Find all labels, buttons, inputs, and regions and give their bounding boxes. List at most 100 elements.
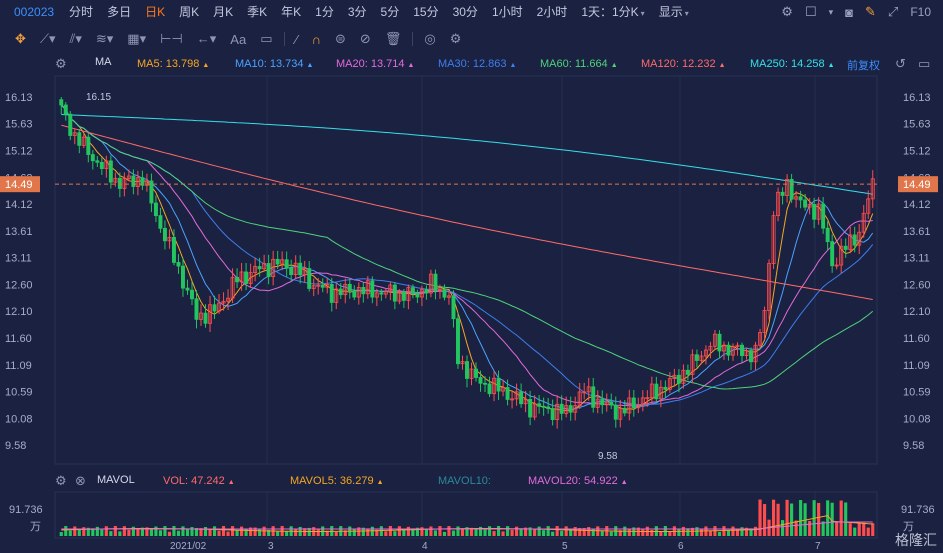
candle bbox=[465, 355, 469, 388]
timeframe-tab[interactable]: 5分 bbox=[380, 5, 400, 19]
candle-body bbox=[731, 346, 735, 356]
crosshair-icon[interactable]: ✥ bbox=[15, 31, 26, 46]
pencil-icon[interactable]: ✎ bbox=[865, 4, 876, 19]
visibility-icon[interactable]: ◎ bbox=[424, 31, 436, 46]
timeframe-tab[interactable]: 周K bbox=[179, 5, 200, 19]
candle bbox=[740, 342, 744, 363]
period-dropdown[interactable]: 1天：1分K ▾ bbox=[581, 5, 645, 19]
display-dropdown[interactable]: 显示 ▾ bbox=[658, 5, 689, 19]
hide-icon[interactable]: ⊘ bbox=[359, 31, 371, 46]
candle bbox=[95, 156, 100, 168]
volume-bar bbox=[735, 528, 740, 536]
candle-body bbox=[843, 245, 848, 250]
vol-legend-item[interactable]: MAVOL20: 54.922 ▲ bbox=[528, 475, 628, 487]
timeframe-tab[interactable]: 多日 bbox=[107, 5, 132, 19]
ma-group-name[interactable]: MA bbox=[95, 56, 112, 68]
candle bbox=[731, 343, 735, 361]
candle-body bbox=[555, 403, 560, 420]
volume-bar bbox=[285, 530, 289, 536]
candle-body bbox=[541, 405, 546, 408]
stock-code[interactable]: 002023 bbox=[14, 5, 55, 19]
volume-bar bbox=[438, 526, 442, 536]
lock-icon[interactable]: ⊜ bbox=[335, 31, 346, 46]
timeframe-tab[interactable]: 1小时 bbox=[491, 5, 523, 19]
magnet-icon[interactable]: ∩ bbox=[311, 31, 322, 47]
volume-bar bbox=[194, 527, 199, 536]
timeframe-tab[interactable]: 月K bbox=[213, 5, 234, 19]
candle-body bbox=[649, 383, 654, 399]
ma-legend-item[interactable]: MA20: 13.714 ▲ bbox=[336, 58, 414, 70]
timeframe-tab[interactable]: 15分 bbox=[413, 5, 439, 19]
vol-legend-item[interactable]: MAVOL10: bbox=[438, 475, 491, 487]
price-tick-right: 13.11 bbox=[903, 253, 930, 265]
text-tool-icon[interactable]: Aa bbox=[230, 31, 247, 47]
candle bbox=[221, 292, 226, 311]
fib-tool-icon[interactable]: ▦▾ bbox=[127, 31, 147, 46]
checkbox-icon[interactable]: ☐ bbox=[804, 4, 817, 19]
volume-bar bbox=[447, 526, 451, 536]
chevron-down-icon[interactable]: ▾ bbox=[828, 6, 834, 17]
camera-icon[interactable]: ◙ bbox=[845, 4, 853, 20]
gear-icon[interactable]: ⚙ bbox=[55, 473, 67, 488]
timeframe-tab[interactable]: 分时 bbox=[69, 5, 94, 19]
settings-icon[interactable]: ⚙ bbox=[449, 31, 462, 46]
timeframe-tab[interactable]: 3分 bbox=[347, 5, 367, 19]
candle-body bbox=[329, 283, 334, 303]
candle bbox=[681, 364, 686, 389]
vol-legend-item[interactable]: MAVOL5: 36.279 ▲ bbox=[290, 475, 384, 487]
volume-bar bbox=[68, 530, 72, 536]
timeframe-tab[interactable]: 30分 bbox=[452, 5, 478, 19]
candle bbox=[180, 257, 185, 297]
candle-body bbox=[735, 344, 740, 347]
timeframe-tab[interactable]: 季K bbox=[247, 5, 268, 19]
eraser-icon[interactable]: ⁄ bbox=[295, 31, 298, 47]
ma-legend-item[interactable]: MA30: 12.863 ▲ bbox=[438, 58, 516, 70]
timeframe-tab[interactable]: 2小时 bbox=[536, 5, 568, 19]
undo-icon[interactable]: ↺ bbox=[895, 56, 906, 71]
candle bbox=[397, 289, 402, 305]
ma-legend-item[interactable]: MA250: 14.258 ▲ bbox=[750, 58, 835, 70]
candle bbox=[86, 132, 91, 163]
candle-body bbox=[654, 383, 659, 400]
expand-icon[interactable]: ▭ bbox=[918, 56, 931, 71]
volume-bar bbox=[478, 526, 483, 536]
candle bbox=[627, 389, 632, 421]
line-tool-icon[interactable]: ⟋▾ bbox=[39, 31, 56, 46]
candle-body bbox=[577, 391, 582, 407]
ma-legend-item[interactable]: MA60: 11.664 ▲ bbox=[540, 58, 618, 70]
f10-button[interactable]: F10 bbox=[910, 5, 931, 19]
settings-icon[interactable]: ⚙ bbox=[781, 4, 793, 19]
candle bbox=[262, 254, 267, 272]
volume-bar bbox=[790, 503, 794, 536]
candle-body bbox=[460, 361, 465, 365]
measure-tool-icon[interactable]: ⊢⊣ bbox=[160, 31, 183, 46]
candle bbox=[591, 377, 596, 413]
candle-body bbox=[519, 391, 524, 405]
candle-body bbox=[90, 154, 95, 162]
wave-tool-icon[interactable]: ≋▾ bbox=[95, 31, 114, 46]
volume-bar bbox=[731, 526, 735, 536]
arrow-tool-icon[interactable]: ←▾ bbox=[196, 31, 217, 46]
candle bbox=[843, 238, 848, 258]
vol-legend-item[interactable]: VOL: 47.242 ▲ bbox=[163, 475, 235, 487]
timeframe-tab[interactable]: 日K bbox=[145, 5, 166, 19]
adjust-label[interactable]: 前复权 bbox=[847, 60, 880, 72]
timeframe-tab[interactable]: 年K bbox=[281, 5, 302, 19]
close-icon[interactable]: ⊗ bbox=[75, 473, 86, 488]
volume-bar bbox=[77, 529, 81, 536]
candle-body bbox=[271, 258, 276, 277]
ma-legend-item[interactable]: MA120: 12.232 ▲ bbox=[641, 58, 726, 70]
channel-tool-icon[interactable]: ⫽▾ bbox=[69, 31, 82, 46]
fullscreen-icon[interactable]: ⤢ bbox=[887, 4, 899, 19]
timeframe-tab[interactable]: 1分 bbox=[315, 5, 334, 19]
candle-body bbox=[618, 407, 623, 420]
ma-legend-item[interactable]: MA5: 13.798 ▲ bbox=[137, 58, 209, 70]
volume-bar bbox=[456, 526, 460, 536]
vol-group-name[interactable]: MAVOL bbox=[97, 474, 135, 486]
gear-icon[interactable]: ⚙ bbox=[55, 56, 67, 71]
ma-legend-item[interactable]: MA10: 13.734 ▲ bbox=[235, 58, 313, 70]
delete-icon[interactable]: 🗑 bbox=[384, 31, 402, 46]
note-tool-icon[interactable]: ▭ bbox=[260, 31, 273, 46]
candle-body bbox=[316, 284, 321, 287]
